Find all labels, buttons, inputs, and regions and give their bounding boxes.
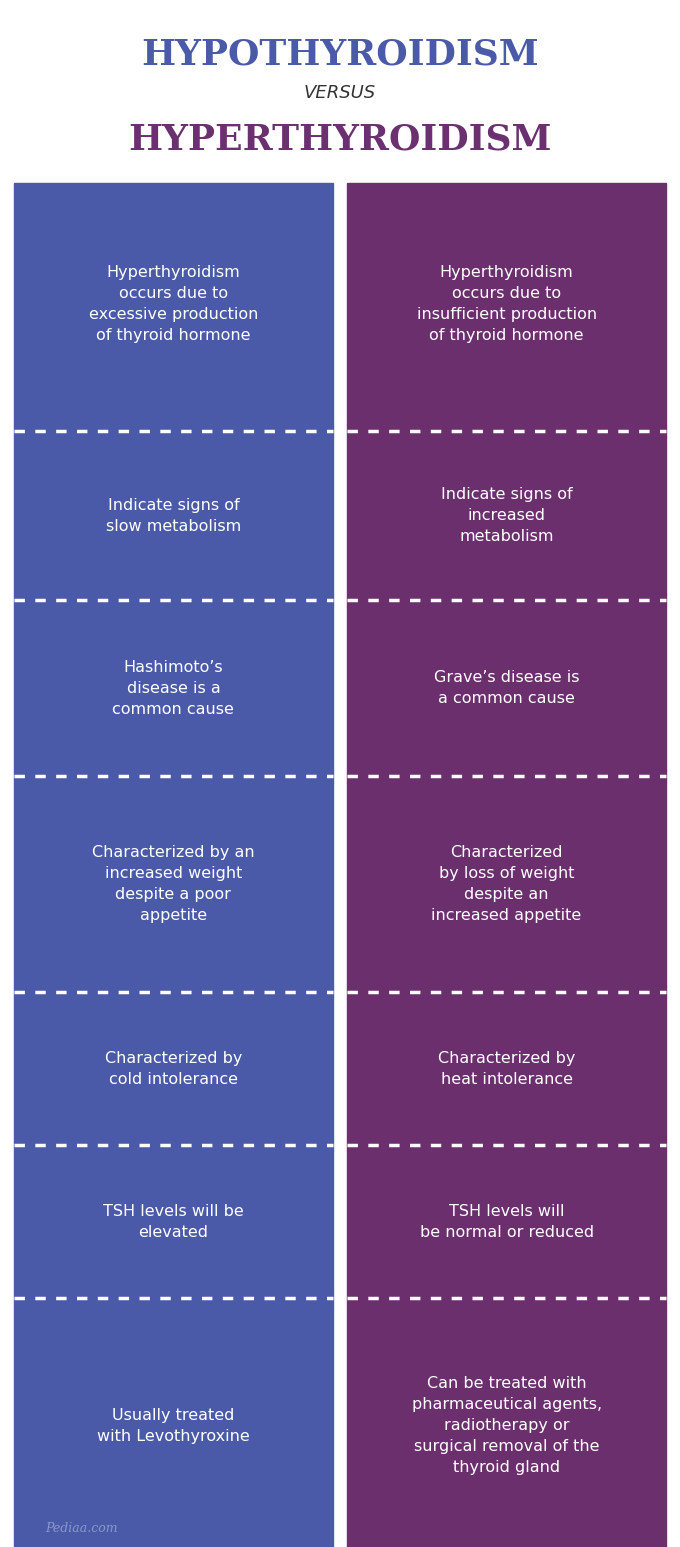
Text: Characterized by
cold intolerance: Characterized by cold intolerance (105, 1050, 242, 1086)
Bar (14, 770, 333, 783)
Text: TSH levels will be
elevated: TSH levels will be elevated (103, 1204, 243, 1239)
Bar (14, 425, 333, 438)
Bar (347, 606, 666, 770)
Text: Usually treated
with Levothyroxine: Usually treated with Levothyroxine (97, 1408, 250, 1443)
Text: HYPERTHYROIDISM: HYPERTHYROIDISM (129, 122, 551, 156)
Text: Hyperthyroidism
occurs due to
excessive production
of thyroid hormone: Hyperthyroidism occurs due to excessive … (88, 265, 258, 343)
Text: VERSUS: VERSUS (304, 84, 376, 102)
Bar (347, 770, 666, 783)
Bar (347, 783, 666, 985)
Bar (14, 594, 333, 606)
Text: Can be treated with
pharmaceutical agents,
radiotherapy or
surgical removal of t: Can be treated with pharmaceutical agent… (411, 1377, 602, 1476)
Bar (347, 425, 666, 438)
Text: Indicate signs of
increased
metabolism: Indicate signs of increased metabolism (441, 487, 573, 545)
Bar (14, 1304, 333, 1547)
Bar (14, 1292, 333, 1304)
Text: HYPOTHYROIDISM: HYPOTHYROIDISM (141, 37, 539, 71)
Text: Indicate signs of
slow metabolism: Indicate signs of slow metabolism (106, 498, 241, 534)
Bar (347, 1292, 666, 1304)
Bar (14, 606, 333, 770)
Bar (347, 438, 666, 594)
Bar (14, 183, 333, 425)
Bar (14, 438, 333, 594)
Bar (14, 1139, 333, 1151)
Text: Hyperthyroidism
occurs due to
insufficient production
of thyroid hormone: Hyperthyroidism occurs due to insufficie… (417, 265, 596, 343)
Bar (347, 985, 666, 998)
Bar (347, 594, 666, 606)
Text: Grave’s disease is
a common cause: Grave’s disease is a common cause (434, 670, 579, 705)
Text: Characterized by an
increased weight
despite a poor
appetite: Characterized by an increased weight des… (92, 845, 255, 924)
Text: TSH levels will
be normal or reduced: TSH levels will be normal or reduced (420, 1204, 594, 1239)
Bar (347, 1304, 666, 1547)
Bar (347, 998, 666, 1139)
Bar (14, 998, 333, 1139)
Bar (347, 1139, 666, 1151)
Text: Characterized by
heat intolerance: Characterized by heat intolerance (438, 1050, 575, 1086)
Bar (14, 1151, 333, 1292)
Text: Hashimoto’s
disease is a
common cause: Hashimoto’s disease is a common cause (112, 659, 235, 716)
Bar (347, 1151, 666, 1292)
Bar (347, 183, 666, 425)
Bar (14, 783, 333, 985)
Text: Pediaa.com: Pediaa.com (46, 1522, 118, 1535)
Text: Characterized
by loss of weight
despite an
increased appetite: Characterized by loss of weight despite … (432, 845, 581, 924)
Bar (14, 985, 333, 998)
